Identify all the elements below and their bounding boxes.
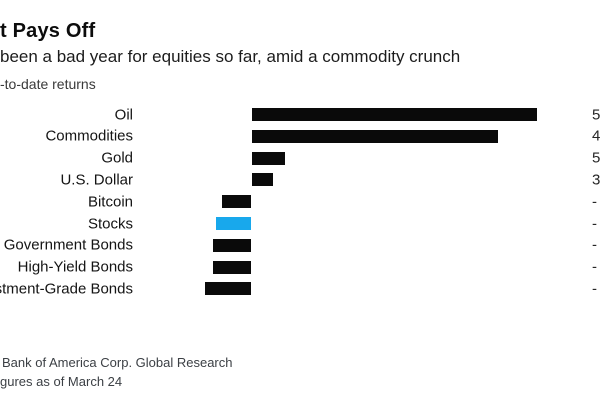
value-label: 5 (592, 149, 600, 167)
bar (212, 260, 252, 274)
source-note: Bank of America Corp. Global Research (2, 355, 233, 370)
value-label: - (592, 236, 597, 254)
value-label: 4 (592, 127, 600, 145)
value-label: - (592, 280, 597, 298)
value-label: 5 (592, 106, 600, 123)
bar (251, 173, 273, 187)
bar-highlighted (216, 217, 252, 230)
category-label: Gold (101, 149, 133, 167)
date-note: gures as of March 24 (0, 374, 123, 389)
category-label: Government Bonds (3, 236, 133, 254)
value-label: - (592, 215, 597, 232)
bar (205, 282, 252, 296)
bar (251, 151, 285, 165)
bar (251, 129, 498, 143)
chart-subtitle: been a bad year for equities so far, ami… (0, 47, 461, 66)
axis-unit-note: -to-date returns (0, 76, 96, 92)
category-label: Commodities (45, 127, 133, 145)
category-label: Bitcoin (87, 193, 133, 211)
category-label: Oil (114, 106, 133, 123)
bar (251, 108, 537, 121)
value-label: - (592, 258, 597, 276)
chart-title: t Pays Off (0, 20, 96, 42)
bar (222, 195, 252, 209)
value-label: - (592, 193, 597, 211)
value-label: 3 (592, 171, 600, 189)
category-label: U.S. Dollar (60, 171, 133, 189)
category-label: Stocks (87, 215, 133, 232)
category-label: Investment-Grade Bonds (0, 280, 133, 298)
category-label: High-Yield Bonds (17, 258, 133, 276)
bar (212, 238, 252, 252)
